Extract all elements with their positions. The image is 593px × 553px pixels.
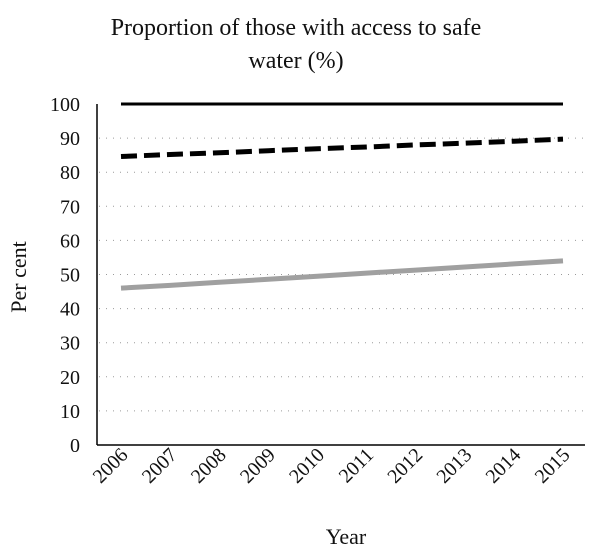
x-tick-label: 2006 [89,444,133,488]
y-tick-label: 10 [60,401,80,423]
y-tick-label: 100 [50,94,80,116]
series-line-dashed-black [121,139,563,156]
x-tick-label: 2012 [383,444,427,488]
x-tick-label: 2010 [285,444,329,488]
x-tick-label: 2015 [531,444,575,488]
y-tick-label: 30 [60,333,80,355]
y-tick-label: 80 [60,162,80,184]
y-tick-label: 50 [60,265,80,287]
y-tick-label: 90 [60,128,80,150]
y-tick-label: 60 [60,230,80,252]
x-tick-label: 2008 [187,444,231,488]
y-tick-label: 0 [70,435,80,457]
y-tick-label: 40 [60,299,80,321]
x-tick-label: 2013 [432,444,476,488]
y-tick-label: 70 [60,196,80,218]
x-axis-title: Year [326,524,367,549]
series-lines [121,104,563,288]
chart-title-line-1: Proportion of those with access to safe [111,15,482,41]
y-axis-title: Per cent [6,241,31,312]
x-tick-label: 2011 [335,444,378,487]
x-tick-labels: 2006 2007 2008 2009 2010 2011 2012 2013 2014 2015 [89,444,575,488]
x-tick-label: 2009 [236,444,280,488]
x-tick-label: 2007 [138,444,182,488]
y-tick-label: 20 [60,367,80,389]
x-tick-label: 2014 [482,444,526,488]
chart-title-line-2: water (%) [248,48,343,74]
y-tick-labels: 0 10 20 30 40 50 60 70 80 90 100 [50,94,80,457]
series-line-solid-gray [121,261,563,288]
